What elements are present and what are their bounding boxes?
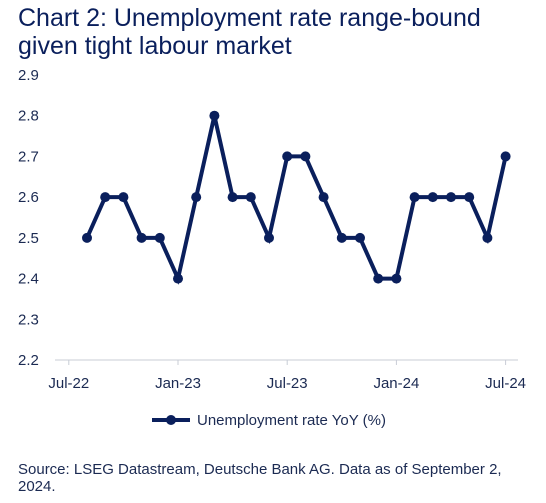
data-point bbox=[173, 273, 183, 284]
data-point bbox=[482, 232, 493, 243]
data-point bbox=[245, 192, 256, 203]
data-point bbox=[373, 273, 384, 284]
x-tick-label: Jul-24 bbox=[485, 375, 526, 392]
legend-label: Unemployment rate YoY (%) bbox=[197, 412, 386, 429]
data-point bbox=[355, 232, 365, 243]
data-point bbox=[427, 192, 438, 203]
data-point bbox=[209, 110, 220, 121]
y-tick-label: 2.8 bbox=[18, 108, 39, 125]
y-tick-label: 2.7 bbox=[18, 148, 39, 165]
legend: Unemployment rate YoY (%) bbox=[152, 412, 386, 429]
y-tick-label: 2.4 bbox=[18, 271, 39, 288]
y-axis-labels: 2.9 2.8 2.7 2.6 2.5 2.4 2.3 2.2 bbox=[18, 67, 39, 369]
data-point bbox=[300, 151, 311, 162]
x-tick-label: Jan-24 bbox=[373, 375, 419, 392]
data-point bbox=[118, 192, 129, 203]
series-group bbox=[82, 110, 511, 285]
data-point bbox=[336, 232, 347, 243]
legend-swatch-marker bbox=[166, 415, 176, 425]
x-tick-label: Jul-23 bbox=[267, 375, 308, 392]
y-tick-label: 2.9 bbox=[18, 67, 39, 84]
data-point bbox=[136, 232, 147, 243]
data-point bbox=[227, 192, 238, 203]
data-point bbox=[464, 192, 475, 203]
data-point bbox=[282, 151, 293, 162]
data-point bbox=[264, 232, 274, 243]
data-point bbox=[82, 232, 92, 243]
x-tick-label: Jul-22 bbox=[48, 375, 89, 392]
data-point bbox=[100, 192, 111, 203]
y-tick-label: 2.5 bbox=[18, 230, 39, 247]
data-point bbox=[500, 151, 511, 162]
x-axis-labels: Jul-22 Jan-23 Jul-23 Jan-24 Jul-24 bbox=[48, 375, 526, 392]
y-tick-label: 2.3 bbox=[18, 311, 39, 328]
data-point bbox=[446, 192, 456, 203]
chart-title: Chart 2: Unemployment rate range-bound g… bbox=[18, 4, 481, 60]
x-tick-label: Jan-23 bbox=[155, 375, 201, 392]
data-point bbox=[191, 192, 202, 203]
series-line bbox=[85, 115, 508, 285]
data-point bbox=[318, 192, 329, 203]
data-point bbox=[391, 273, 402, 284]
y-tick-label: 2.2 bbox=[18, 352, 39, 369]
data-point bbox=[409, 192, 420, 203]
data-point bbox=[154, 232, 165, 243]
y-tick-label: 2.6 bbox=[18, 189, 39, 206]
x-axis bbox=[55, 359, 518, 365]
source-note: Source: LSEG Datastream, Deutsche Bank A… bbox=[18, 461, 502, 495]
